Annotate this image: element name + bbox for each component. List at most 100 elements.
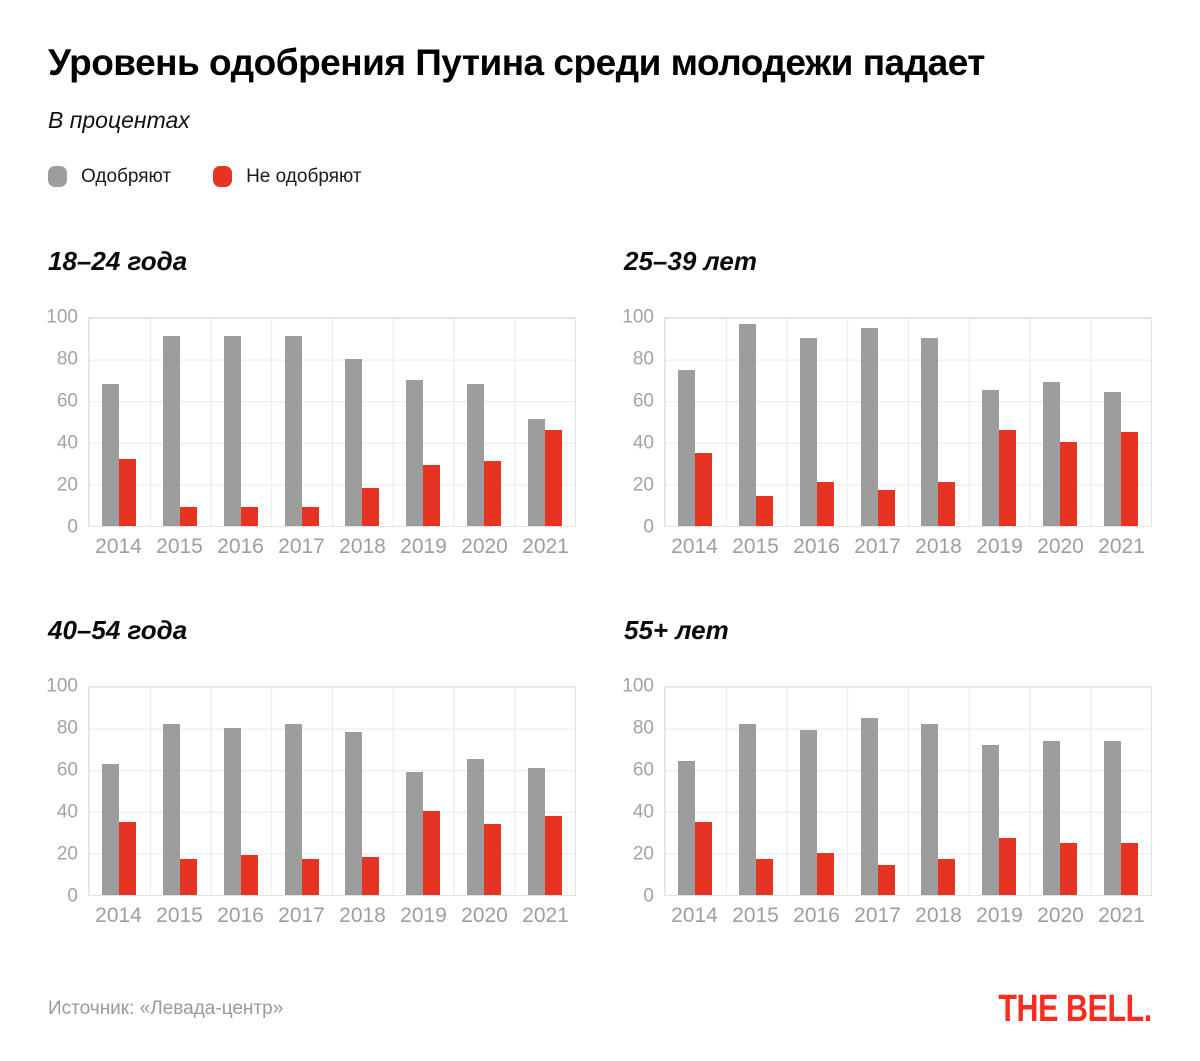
x-tick-label: 2015 [156, 534, 203, 558]
y-tick-label: 100 [46, 306, 78, 328]
x-tick-label: 2016 [793, 534, 840, 558]
bar-disapprove-2015 [180, 859, 198, 895]
y-tick-label: 100 [622, 675, 654, 697]
y-axis: 100 80 60 40 20 0 [46, 307, 88, 536]
bar-approve-2016 [223, 336, 241, 526]
y-tick-label: 0 [643, 885, 654, 907]
x-tick-label: 2017 [854, 534, 901, 558]
y-tick-label: 20 [632, 474, 654, 496]
y-axis: 100 80 60 40 20 0 [622, 676, 664, 905]
year-group-2014 [89, 687, 150, 895]
x-tick-label: 2021 [522, 534, 569, 558]
year-group-2014 [89, 318, 150, 526]
y-tick-label: 20 [56, 843, 78, 865]
bar-approve-2019 [982, 744, 1000, 895]
y-tick-label: 80 [632, 348, 654, 370]
y-tick-label: 40 [632, 432, 654, 454]
bar-approve-2015 [163, 336, 181, 526]
y-tick-label: 100 [622, 306, 654, 328]
bar-approve-2018 [921, 724, 939, 895]
x-tick-label: 2016 [217, 534, 264, 558]
bar-approve-2021 [527, 767, 545, 895]
legend-item-approve: Одобряют [48, 166, 171, 188]
year-group-2018 [908, 687, 969, 895]
x-tick-label: 2015 [732, 534, 779, 558]
y-tick-label: 40 [56, 432, 78, 454]
x-tick-label: 2016 [217, 903, 264, 927]
year-group-2020 [454, 687, 515, 895]
bar-disapprove-2014 [695, 821, 713, 895]
bar-approve-2015 [739, 323, 757, 526]
bar-disapprove-2018 [362, 488, 380, 526]
bar-disapprove-2020 [483, 823, 501, 895]
bar-approve-2021 [1103, 392, 1121, 526]
x-tick-label: 2019 [400, 534, 447, 558]
bar-disapprove-2016 [240, 506, 258, 526]
bar-disapprove-2017 [301, 859, 319, 895]
panel-title: 40–54 года [48, 614, 188, 645]
bar-disapprove-2016 [816, 481, 834, 526]
chart-area: 100 80 60 40 20 0 [46, 676, 576, 905]
bar-disapprove-2021 [544, 815, 562, 895]
y-tick-label: 20 [56, 474, 78, 496]
y-tick-label: 100 [46, 675, 78, 697]
approve-swatch-icon [48, 166, 67, 188]
bar-approve-2017 [860, 327, 878, 526]
y-tick-label: 60 [56, 390, 78, 412]
y-tick-label: 60 [632, 390, 654, 412]
bar-approve-2016 [799, 338, 817, 526]
x-tick-label: 2014 [671, 534, 718, 558]
x-tick-label: 2018 [339, 534, 386, 558]
bar-disapprove-2019 [423, 811, 441, 895]
bar-disapprove-2021 [1120, 842, 1138, 895]
year-group-2014 [665, 687, 726, 895]
legend-label: Одобряют [81, 165, 172, 187]
bar-disapprove-2018 [362, 857, 380, 895]
x-tick-label: 2021 [1098, 534, 1145, 558]
bar-disapprove-2018 [938, 481, 956, 526]
x-tick-label: 2021 [1098, 903, 1145, 927]
bar-disapprove-2017 [877, 490, 895, 526]
bar-approve-2021 [1103, 740, 1121, 895]
bar-approve-2016 [223, 728, 241, 895]
y-tick-label: 80 [56, 717, 78, 739]
bar-disapprove-2016 [816, 852, 834, 895]
year-group-2016 [211, 687, 272, 895]
bar-approve-2017 [284, 336, 302, 526]
year-group-2018 [332, 687, 393, 895]
year-group-2017 [271, 687, 332, 895]
panel-title: 25–39 лет [624, 245, 757, 276]
page-title: Уровень одобрения Путина среди молодежи … [48, 42, 985, 83]
bar-approve-2014 [678, 761, 696, 895]
chart-area: 100 80 60 40 20 0 [622, 307, 1152, 536]
x-tick-label: 2020 [1037, 903, 1084, 927]
bar-approve-2016 [799, 730, 817, 895]
bar-approve-2015 [739, 724, 757, 895]
y-tick-label: 40 [56, 801, 78, 823]
bar-approve-2019 [406, 771, 424, 895]
year-group-2021 [514, 687, 575, 895]
x-tick-label: 2014 [95, 534, 142, 558]
x-tick-label: 2020 [461, 903, 508, 927]
year-group-2014 [665, 318, 726, 526]
year-group-2021 [514, 318, 575, 526]
x-tick-label: 2017 [278, 903, 325, 927]
bar-approve-2020 [466, 759, 484, 895]
legend-label: Не одобряют [246, 165, 362, 187]
year-group-2020 [1030, 687, 1091, 895]
year-group-2018 [908, 318, 969, 526]
footer: Источник: «Левада-центр» THE BELL. [48, 988, 1152, 1031]
bar-disapprove-2018 [938, 859, 956, 895]
x-tick-label: 2019 [976, 534, 1023, 558]
bar-disapprove-2014 [119, 459, 137, 526]
bar-disapprove-2021 [1120, 431, 1138, 526]
bar-disapprove-2017 [301, 506, 319, 526]
bar-approve-2015 [163, 724, 181, 895]
x-axis: 2014 2015 2016 2017 2018 2019 2020 2021 [664, 535, 1152, 559]
year-group-2019 [969, 687, 1030, 895]
bar-approve-2018 [921, 338, 939, 526]
bar-disapprove-2019 [999, 429, 1017, 526]
plot-area [88, 316, 576, 527]
year-group-2018 [332, 318, 393, 526]
bar-disapprove-2016 [240, 855, 258, 895]
